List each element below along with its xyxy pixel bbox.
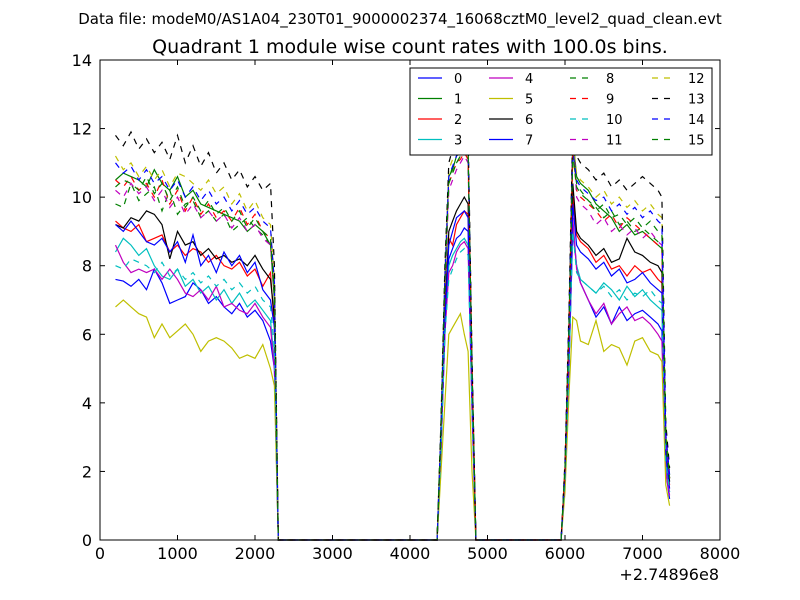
series-line-4 — [114, 217, 671, 541]
x-tick-label: 3000 — [312, 544, 353, 563]
x-tick-label: 5000 — [467, 544, 508, 563]
legend-label-12: 12 — [688, 72, 705, 87]
series-line-13 — [115, 125, 671, 541]
y-tick-label: 8 — [82, 257, 92, 276]
legend-label-1: 1 — [454, 93, 462, 108]
legend-label-6: 6 — [525, 113, 533, 128]
series-layer — [114, 121, 671, 541]
legend-label-0: 0 — [454, 72, 462, 87]
series-line-12 — [114, 133, 671, 541]
y-tick-label: 12 — [72, 120, 92, 139]
chart-title: Quadrant 1 module wise count rates with … — [152, 36, 668, 58]
x-tick-label: 4000 — [390, 544, 431, 563]
x-tick-label: 7000 — [622, 544, 663, 563]
y-tick-label: 6 — [82, 325, 92, 344]
legend-label-9: 9 — [606, 93, 614, 108]
legend-label-7: 7 — [525, 134, 533, 149]
legend-label-11: 11 — [606, 134, 623, 149]
y-tick-label: 10 — [72, 188, 92, 207]
legend-label-2: 2 — [454, 113, 462, 128]
series-line-11 — [115, 121, 671, 541]
legend-label-10: 10 — [606, 113, 623, 128]
legend-label-13: 13 — [688, 93, 705, 108]
series-line-5 — [115, 299, 671, 541]
series-line-6 — [115, 183, 671, 541]
x-axis: 0 1000 2000 3000 4000 5000 6000 7000 8000 — [95, 60, 740, 563]
x-offset-label: +2.74896e8 — [619, 565, 719, 584]
legend-label-15: 15 — [688, 134, 705, 149]
series-line-14 — [115, 141, 671, 541]
series-line-7 — [115, 203, 671, 541]
y-tick-label: 2 — [82, 462, 92, 481]
x-tick-label: 1000 — [157, 544, 198, 563]
y-tick-label: 0 — [82, 531, 92, 550]
series-line-10 — [115, 231, 671, 541]
series-line-3 — [114, 224, 671, 541]
x-tick-label: 0 — [95, 544, 105, 563]
chart-suptitle: Data file: modeM0/AS1A04_230T01_90000023… — [78, 10, 722, 29]
legend-label-5: 5 — [525, 93, 533, 108]
y-tick-label: 4 — [82, 394, 92, 413]
legend-label-4: 4 — [525, 72, 533, 87]
y-tick-label: 14 — [72, 51, 92, 70]
legend-frame — [409, 67, 713, 156]
x-tick-label: 6000 — [545, 544, 586, 563]
legend-label-3: 3 — [454, 134, 462, 149]
legend-label-8: 8 — [606, 72, 614, 87]
legend-label-14: 14 — [688, 113, 705, 128]
x-tick-label: 2000 — [235, 544, 276, 563]
x-tick-label: 8000 — [700, 544, 741, 563]
series-line-15 — [115, 147, 671, 541]
series-line-9 — [115, 149, 671, 541]
